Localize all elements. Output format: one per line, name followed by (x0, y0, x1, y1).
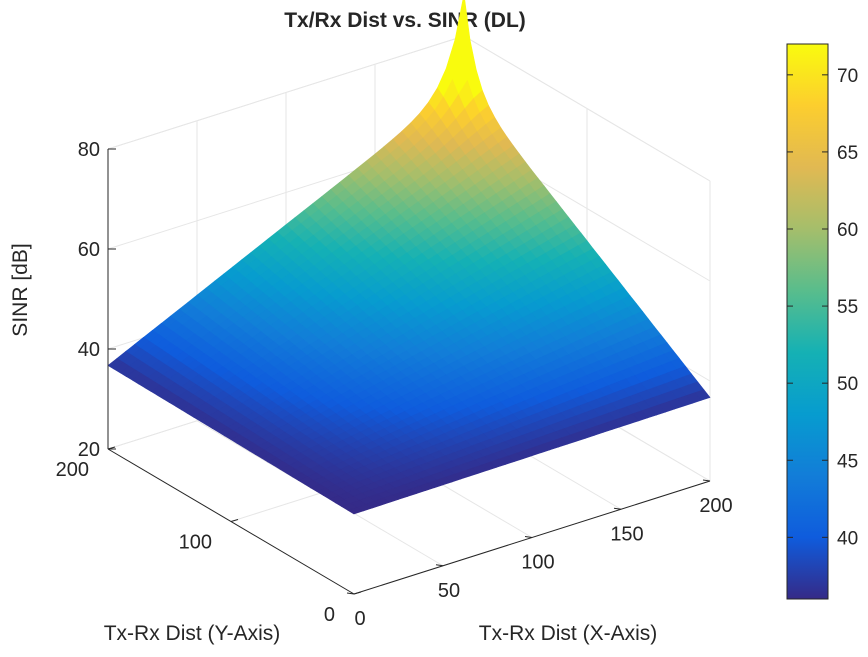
y-tick-label: 200 (56, 459, 89, 481)
x-tick-label: 50 (438, 580, 460, 602)
x-tick-mark (702, 479, 711, 482)
x-tick-mark (346, 592, 355, 595)
surface-layer (107, 0, 711, 515)
z-axis-label: SINR [dB] (9, 243, 32, 336)
y-tick-mark (230, 519, 239, 522)
y-tick-label: 100 (179, 532, 212, 554)
z-tick-label: 80 (78, 139, 100, 161)
colorbar-bar (786, 43, 829, 600)
x-tick-mark (613, 507, 622, 510)
top-edge (107, 35, 465, 150)
x-tick-mark (435, 564, 444, 567)
colorbar-tick-label: 70 (837, 66, 858, 87)
x-tick-label: 200 (699, 495, 732, 517)
y-tick-label: 0 (324, 604, 335, 626)
x-tick-label: 100 (521, 552, 554, 574)
colorbar-tick-label: 65 (837, 143, 858, 164)
colorbar-tick-label: 60 (837, 220, 858, 241)
x-tick-label: 150 (610, 523, 643, 545)
colorbar-tick-label: 55 (837, 297, 858, 318)
surface-patch (347, 506, 364, 515)
y-tick-mark (353, 591, 362, 595)
y-axis-label: Tx-Rx Dist (Y-Axis) (104, 622, 281, 645)
x-tick-label: 0 (354, 608, 365, 630)
colorbar-tick-label: 50 (837, 374, 858, 395)
colorbar-tick-label: 40 (837, 528, 858, 549)
x-axis-label: Tx-Rx Dist (X-Axis) (479, 622, 657, 645)
z-tick-label: 60 (78, 239, 100, 261)
chart-title: Tx/Rx Dist vs. SINR (DL) (284, 9, 526, 32)
colorbar-tick-label: 45 (837, 451, 858, 472)
x-tick-mark (524, 536, 533, 538)
z-tick-label: 40 (78, 339, 100, 361)
colorbar: 40 45 50 55 60 65 70 (786, 43, 858, 600)
z-tick-label: 20 (78, 439, 100, 461)
top-edge (463, 35, 711, 182)
